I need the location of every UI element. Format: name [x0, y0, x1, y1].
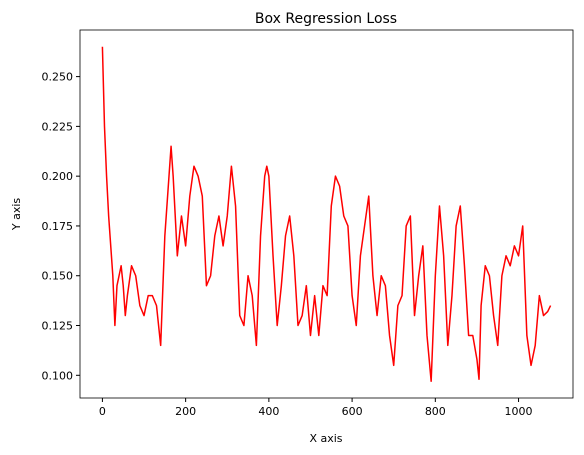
x-tick-label: 1000 — [505, 405, 533, 418]
line-series — [101, 46, 552, 383]
y-tick-label: 0.100 — [42, 369, 74, 382]
x-tick-label: 200 — [175, 405, 196, 418]
x-axis-label: X axis — [309, 432, 342, 445]
y-tick-label: 0.150 — [42, 270, 74, 283]
x-tick-label: 600 — [342, 405, 363, 418]
y-tick-label: 0.125 — [42, 320, 74, 333]
x-tick-label: 400 — [258, 405, 279, 418]
y-tick-label: 0.175 — [42, 220, 74, 233]
x-tick-label: 800 — [425, 405, 446, 418]
y-tick-label: 0.250 — [42, 71, 74, 84]
y-axis-label: Y axis — [10, 198, 23, 232]
x-tick-label: 0 — [99, 405, 106, 418]
plot-frame — [79, 29, 574, 399]
y-tick-label: 0.200 — [42, 170, 74, 183]
chart-title: Box Regression Loss — [255, 11, 397, 27]
y-tick-label: 0.225 — [42, 120, 74, 133]
